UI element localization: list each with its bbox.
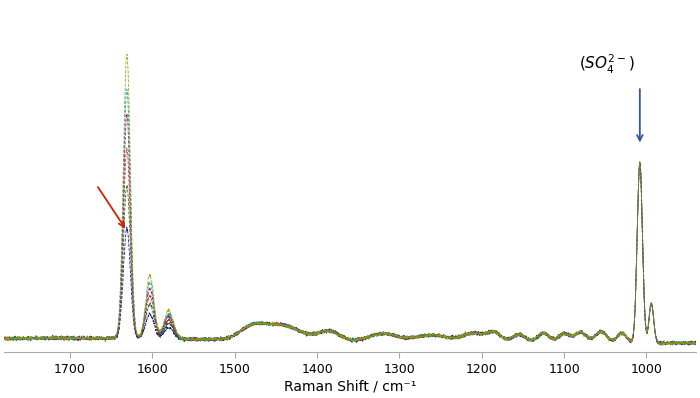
Text: $(SO_4^{2-})$: $(SO_4^{2-})$: [579, 53, 635, 76]
X-axis label: Raman Shift / cm⁻¹: Raman Shift / cm⁻¹: [284, 380, 416, 394]
